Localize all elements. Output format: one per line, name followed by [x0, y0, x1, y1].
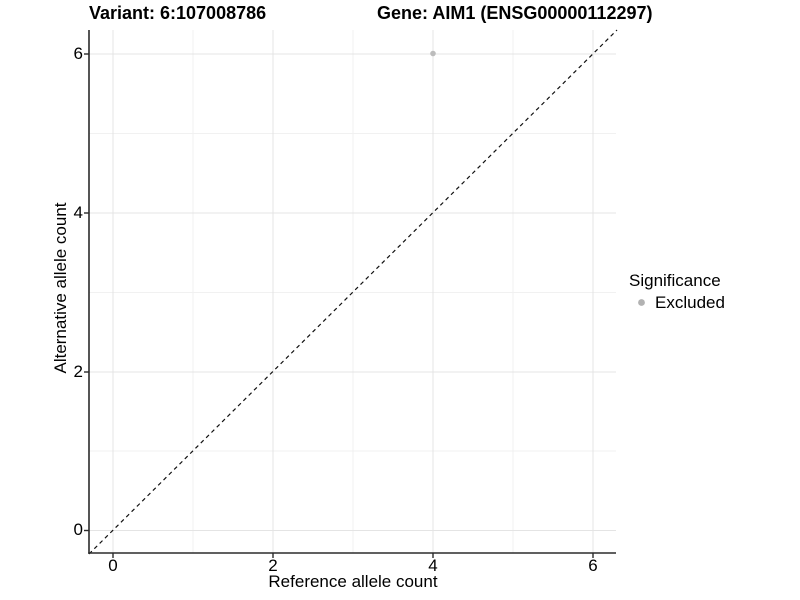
- x-tick-label-0: 0: [108, 556, 118, 575]
- legend-title: Significance: [629, 271, 721, 290]
- plot-title-variant: Variant: 6:107008786: [89, 3, 267, 23]
- legend-key-dot-icon: [638, 299, 645, 306]
- identity-line: [88, 29, 618, 555]
- y-tick-label-4: 4: [73, 203, 83, 222]
- x-tick-label-2: 2: [268, 556, 278, 575]
- y-tick-label-0: 0: [73, 520, 83, 539]
- y-tick-label-6: 6: [73, 44, 83, 63]
- tick-marks: [84, 53, 594, 558]
- y-tick-label-2: 2: [73, 362, 83, 381]
- x-axis-title: Reference allele count: [268, 572, 438, 591]
- y-axis-title: Alternative allele count: [51, 202, 70, 374]
- data-point: [430, 50, 436, 57]
- plot-title-gene: Gene: AIM1 (ENSG00000112297): [377, 3, 653, 23]
- x-tick-label-6: 6: [588, 556, 598, 575]
- gridlines-minor: [89, 30, 616, 553]
- legend-item-label-excluded: Excluded: [655, 293, 725, 312]
- x-tick-label-4: 4: [428, 556, 438, 575]
- gridlines-major: [89, 30, 616, 553]
